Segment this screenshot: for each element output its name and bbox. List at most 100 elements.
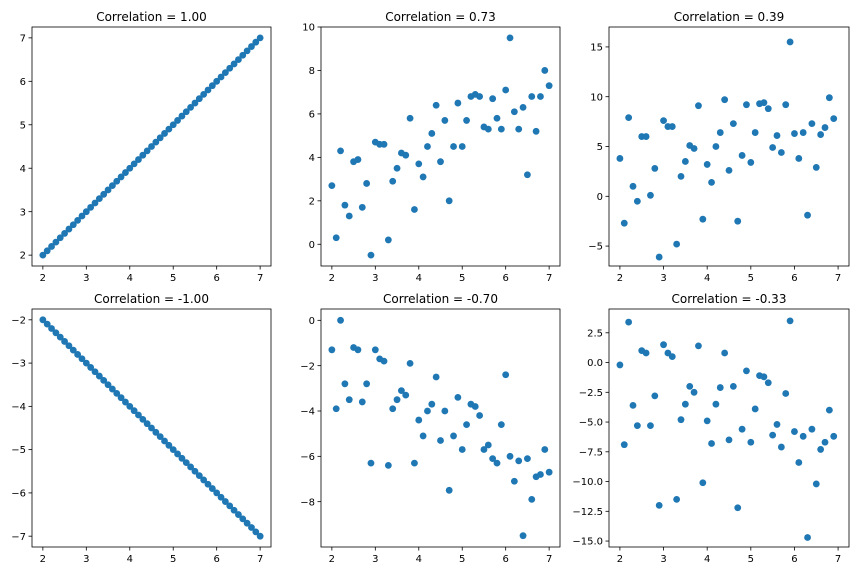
data-point	[537, 93, 544, 100]
data-point	[230, 506, 238, 514]
data-point	[143, 147, 151, 155]
data-point	[256, 532, 264, 540]
data-point	[721, 96, 729, 104]
data-point	[804, 211, 811, 219]
y-tick-label: −5	[588, 242, 603, 253]
axes-frame	[31, 26, 272, 267]
data-point	[476, 412, 484, 419]
data-point	[747, 438, 755, 446]
data-point	[165, 441, 173, 449]
data-point	[100, 377, 108, 384]
data-point	[152, 138, 160, 146]
data-point	[777, 149, 785, 156]
data-point	[91, 368, 99, 376]
x-tick-label: 4	[704, 554, 710, 565]
data-point	[690, 145, 698, 152]
data-point	[248, 43, 255, 50]
data-point	[235, 56, 242, 63]
x-tick-label: 3	[83, 554, 89, 565]
subplot-title: Correlation = -1.00	[94, 292, 209, 306]
data-point	[345, 212, 353, 220]
data-point	[226, 64, 234, 72]
data-point	[432, 101, 440, 109]
data-point	[764, 379, 772, 387]
data-point	[629, 401, 637, 409]
data-point	[677, 416, 685, 424]
data-point	[358, 398, 366, 406]
data-point	[825, 94, 833, 102]
data-point	[174, 117, 181, 124]
x-tick-label: 2	[40, 273, 46, 284]
data-point	[471, 403, 479, 410]
data-point	[647, 422, 654, 430]
scatter-points	[39, 316, 264, 540]
data-point	[174, 450, 181, 458]
data-point	[695, 102, 702, 110]
data-point	[458, 446, 466, 453]
data-point	[515, 457, 523, 465]
data-point	[515, 125, 523, 133]
data-point	[703, 417, 711, 425]
y-tick-label: −6	[11, 489, 26, 500]
data-point	[786, 317, 794, 325]
data-point	[252, 528, 260, 536]
y-tick-label: 0.0	[587, 358, 603, 369]
x-tick-label: 5	[748, 273, 754, 284]
subplot-title: Correlation = -0.70	[383, 292, 498, 306]
data-point	[371, 346, 379, 354]
data-point	[74, 351, 82, 358]
data-point	[510, 477, 518, 485]
data-point	[764, 105, 772, 113]
y-tick-label: 8	[309, 66, 315, 77]
data-point	[716, 129, 724, 136]
x-tick-label: 3	[660, 273, 666, 284]
x-tick-label: 4	[127, 554, 133, 565]
subplot-4: Correlation = -1.00 2 3 4 5 6 7 −2 −3 −4 −5 −6 −7	[11, 292, 272, 565]
data-point	[476, 93, 484, 100]
y-tick-label: 5	[597, 142, 603, 153]
data-point	[445, 486, 453, 494]
data-point	[808, 120, 816, 127]
data-point	[354, 156, 362, 163]
x-tick-label: 6	[213, 273, 219, 284]
data-point	[428, 130, 436, 137]
data-point	[204, 480, 212, 488]
data-point	[751, 405, 759, 413]
data-point	[450, 143, 457, 150]
data-point	[248, 524, 255, 531]
scatter-points	[328, 316, 553, 540]
data-point	[135, 411, 142, 419]
data-point	[182, 108, 190, 116]
data-point	[480, 446, 488, 453]
data-point	[681, 158, 689, 165]
data-point	[156, 433, 164, 441]
data-point	[384, 462, 392, 469]
data-point	[104, 381, 112, 389]
data-point	[389, 405, 397, 413]
data-point	[143, 420, 151, 428]
subplot-title: Correlation = 0.73	[385, 10, 496, 24]
y-tick-label: −2	[11, 315, 26, 326]
x-tick-label: 7	[835, 554, 841, 565]
data-point	[651, 392, 659, 400]
data-point	[95, 372, 103, 380]
x-tick-label: 6	[502, 273, 508, 284]
x-tick-label: 4	[704, 273, 710, 284]
data-point	[541, 446, 549, 453]
data-point	[432, 373, 440, 381]
data-point	[389, 177, 397, 185]
data-point	[402, 391, 410, 399]
data-point	[148, 143, 155, 150]
data-point	[221, 498, 229, 505]
data-point	[139, 415, 147, 423]
data-point	[122, 398, 129, 406]
data-point	[415, 416, 423, 424]
data-point	[708, 440, 715, 447]
data-point	[738, 425, 746, 433]
data-point	[117, 173, 125, 181]
subplot-3: Correlation = 0.39 2 3 4 5 6 7 −5 0 5 10 15	[588, 10, 850, 284]
data-point	[135, 156, 142, 163]
data-point	[660, 117, 667, 125]
data-point	[384, 236, 392, 244]
